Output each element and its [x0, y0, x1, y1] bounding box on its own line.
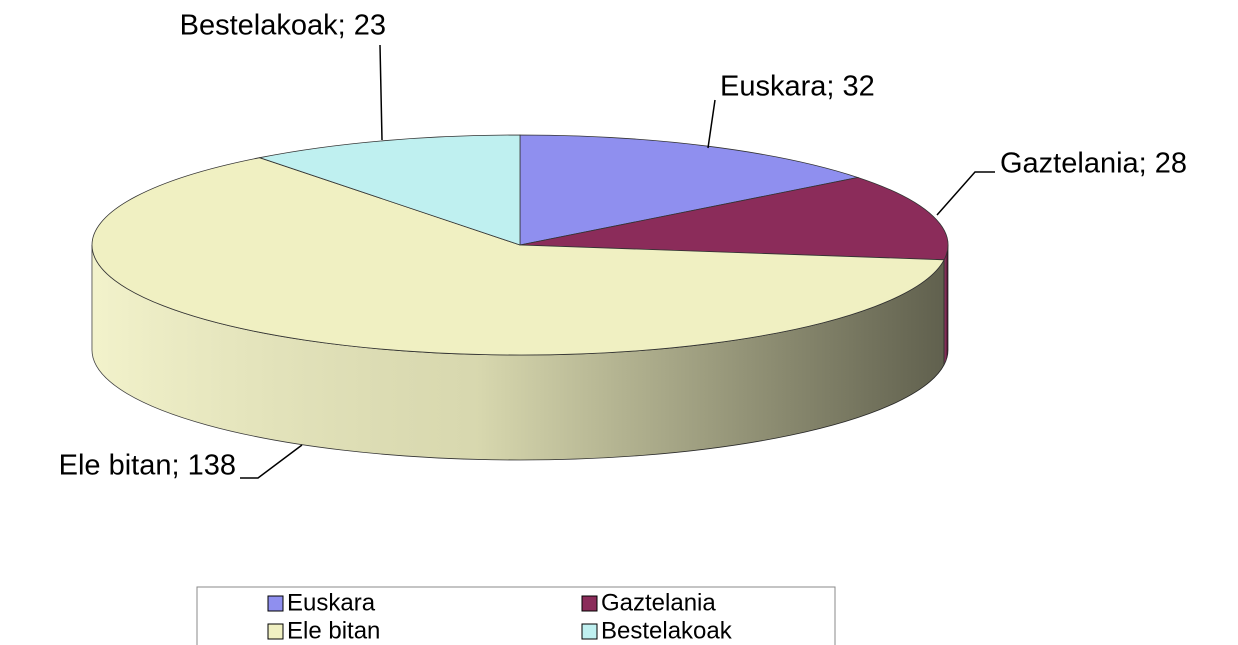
data-label: Bestelakoak; 23: [180, 10, 386, 42]
slice-side-shade: [92, 245, 945, 461]
data-label: Gaztelania; 28: [1000, 148, 1187, 180]
legend-box: [196, 586, 836, 645]
legend-swatch: [581, 595, 598, 612]
legend-label: Ele bitan: [287, 617, 380, 644]
legend-swatch: [267, 623, 284, 640]
leader-line: [379, 44, 383, 141]
slice-side-shade: [944, 245, 948, 365]
data-label: Euskara; 32: [720, 71, 875, 103]
slice: [258, 134, 521, 246]
legend: Euskara Gaztelania Ele bitan Bestelakoak: [267, 589, 733, 644]
slice: [519, 177, 949, 261]
leader-line: [936, 171, 995, 216]
legend-label: Gaztelania: [601, 589, 716, 616]
labels: Euskara; 32 Gaztelania; 28 Ele bitan; 138 B…: [59, 10, 1187, 482]
slice: [91, 157, 945, 356]
leader-line: [707, 99, 716, 149]
legend-swatch: [267, 595, 284, 612]
legend-label: Bestelakoak: [601, 617, 733, 644]
pie: [91, 134, 949, 461]
leader-line: [240, 444, 303, 479]
legend-swatch: [581, 623, 598, 640]
data-label: Ele bitan; 138: [59, 450, 236, 482]
legend-label: Euskara: [287, 589, 376, 616]
